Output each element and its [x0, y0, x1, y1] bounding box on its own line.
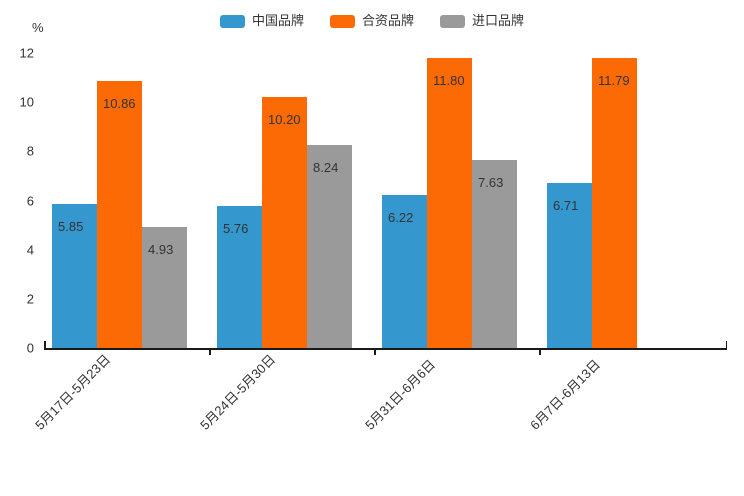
y-tick-label-2: 4 — [26, 242, 34, 258]
y-tick-label-0: 0 — [26, 340, 34, 356]
legend-swatch-icon — [440, 14, 465, 28]
bar-value-label: 5.85 — [58, 219, 84, 235]
bar-g2-s1[interactable] — [217, 206, 262, 348]
y-tick-label-3: 6 — [26, 193, 34, 208]
y-tick-label-5: 10 — [19, 94, 34, 110]
bar-value-label: 10.86 — [103, 96, 136, 112]
bar-value-label: 11.80 — [433, 72, 465, 88]
bar-g3-s3[interactable] — [472, 160, 517, 348]
x-axis-end-cap-2 — [725, 341, 727, 348]
bar-g1-s2[interactable] — [97, 81, 142, 348]
y-tick-label-1: 2 — [26, 291, 34, 307]
bar-value-label: 7.63 — [478, 175, 504, 191]
legend-swatch-icon — [219, 14, 245, 28]
category-label-4: 6月7日-6月13日 — [527, 356, 604, 433]
bar-g1-s1[interactable] — [52, 204, 97, 348]
x-axis-line — [44, 348, 727, 350]
bar-g3-s2[interactable] — [427, 57, 472, 348]
y-axis-unit-label: % — [32, 20, 44, 35]
bar-g1-s3[interactable] — [142, 226, 187, 348]
legend-swatch-icon — [329, 14, 355, 28]
category-label-3: 5月31日-6月6日 — [362, 356, 439, 433]
x-axis-end-cap-1 — [44, 341, 46, 348]
bar-g2-s2[interactable] — [262, 97, 307, 348]
bar-g3-s1[interactable] — [382, 195, 427, 348]
category-label-1: 5月17日-5月23日 — [32, 351, 114, 433]
legend-item-1[interactable]: 中国品牌 — [219, 12, 304, 30]
bar-value-label: 8.24 — [313, 160, 339, 176]
y-tick-label-4: 8 — [26, 143, 34, 159]
legend-label: 合资品牌 — [361, 13, 414, 28]
y-tick-label-6: 12 — [19, 45, 34, 61]
bar-value-label: 6.22 — [388, 210, 414, 226]
legend-label: 中国品牌 — [251, 13, 304, 28]
bar-value-label: 4.93 — [148, 241, 174, 257]
bar-value-label: 10.20 — [268, 112, 301, 128]
chart-legend: 中国品牌 合资品牌 进口品牌 — [0, 12, 744, 30]
bar-g2-s3[interactable] — [307, 145, 352, 348]
x-axis-tick — [374, 348, 376, 355]
x-axis-tick — [209, 348, 211, 355]
bar-g4-s2[interactable] — [592, 58, 637, 348]
legend-item-2[interactable]: 合资品牌 — [329, 12, 414, 30]
x-axis-tick — [539, 348, 541, 355]
bar-value-label: 5.76 — [223, 221, 249, 237]
bar-value-label: 6.71 — [553, 198, 579, 214]
bar-g4-s1[interactable] — [547, 183, 592, 348]
category-label-2: 5月24日-5月30日 — [197, 351, 279, 433]
legend-label: 进口品牌 — [472, 13, 525, 28]
bar-value-label: 11.79 — [598, 73, 630, 89]
legend-item-3[interactable]: 进口品牌 — [440, 12, 524, 30]
